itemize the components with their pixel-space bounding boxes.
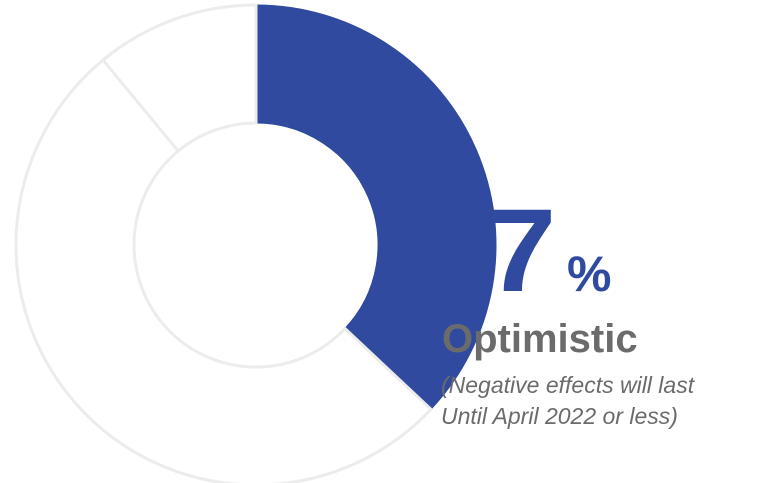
highlight-label-block: 37 % [419,185,764,317]
percentage-row: 37 % [419,185,764,317]
category-label: Optimistic [442,317,638,361]
note-text: (Negative effects will last Until April … [441,370,694,432]
percentage-sign: % [567,246,612,302]
donut-slice-highlight [255,4,497,410]
donut-slice [100,3,258,154]
note-line-2: Until April 2022 or less) [441,403,678,429]
note-line-1: (Negative effects will last [441,372,695,398]
percentage-value: 37 [419,185,556,317]
donut-slice [14,57,434,483]
